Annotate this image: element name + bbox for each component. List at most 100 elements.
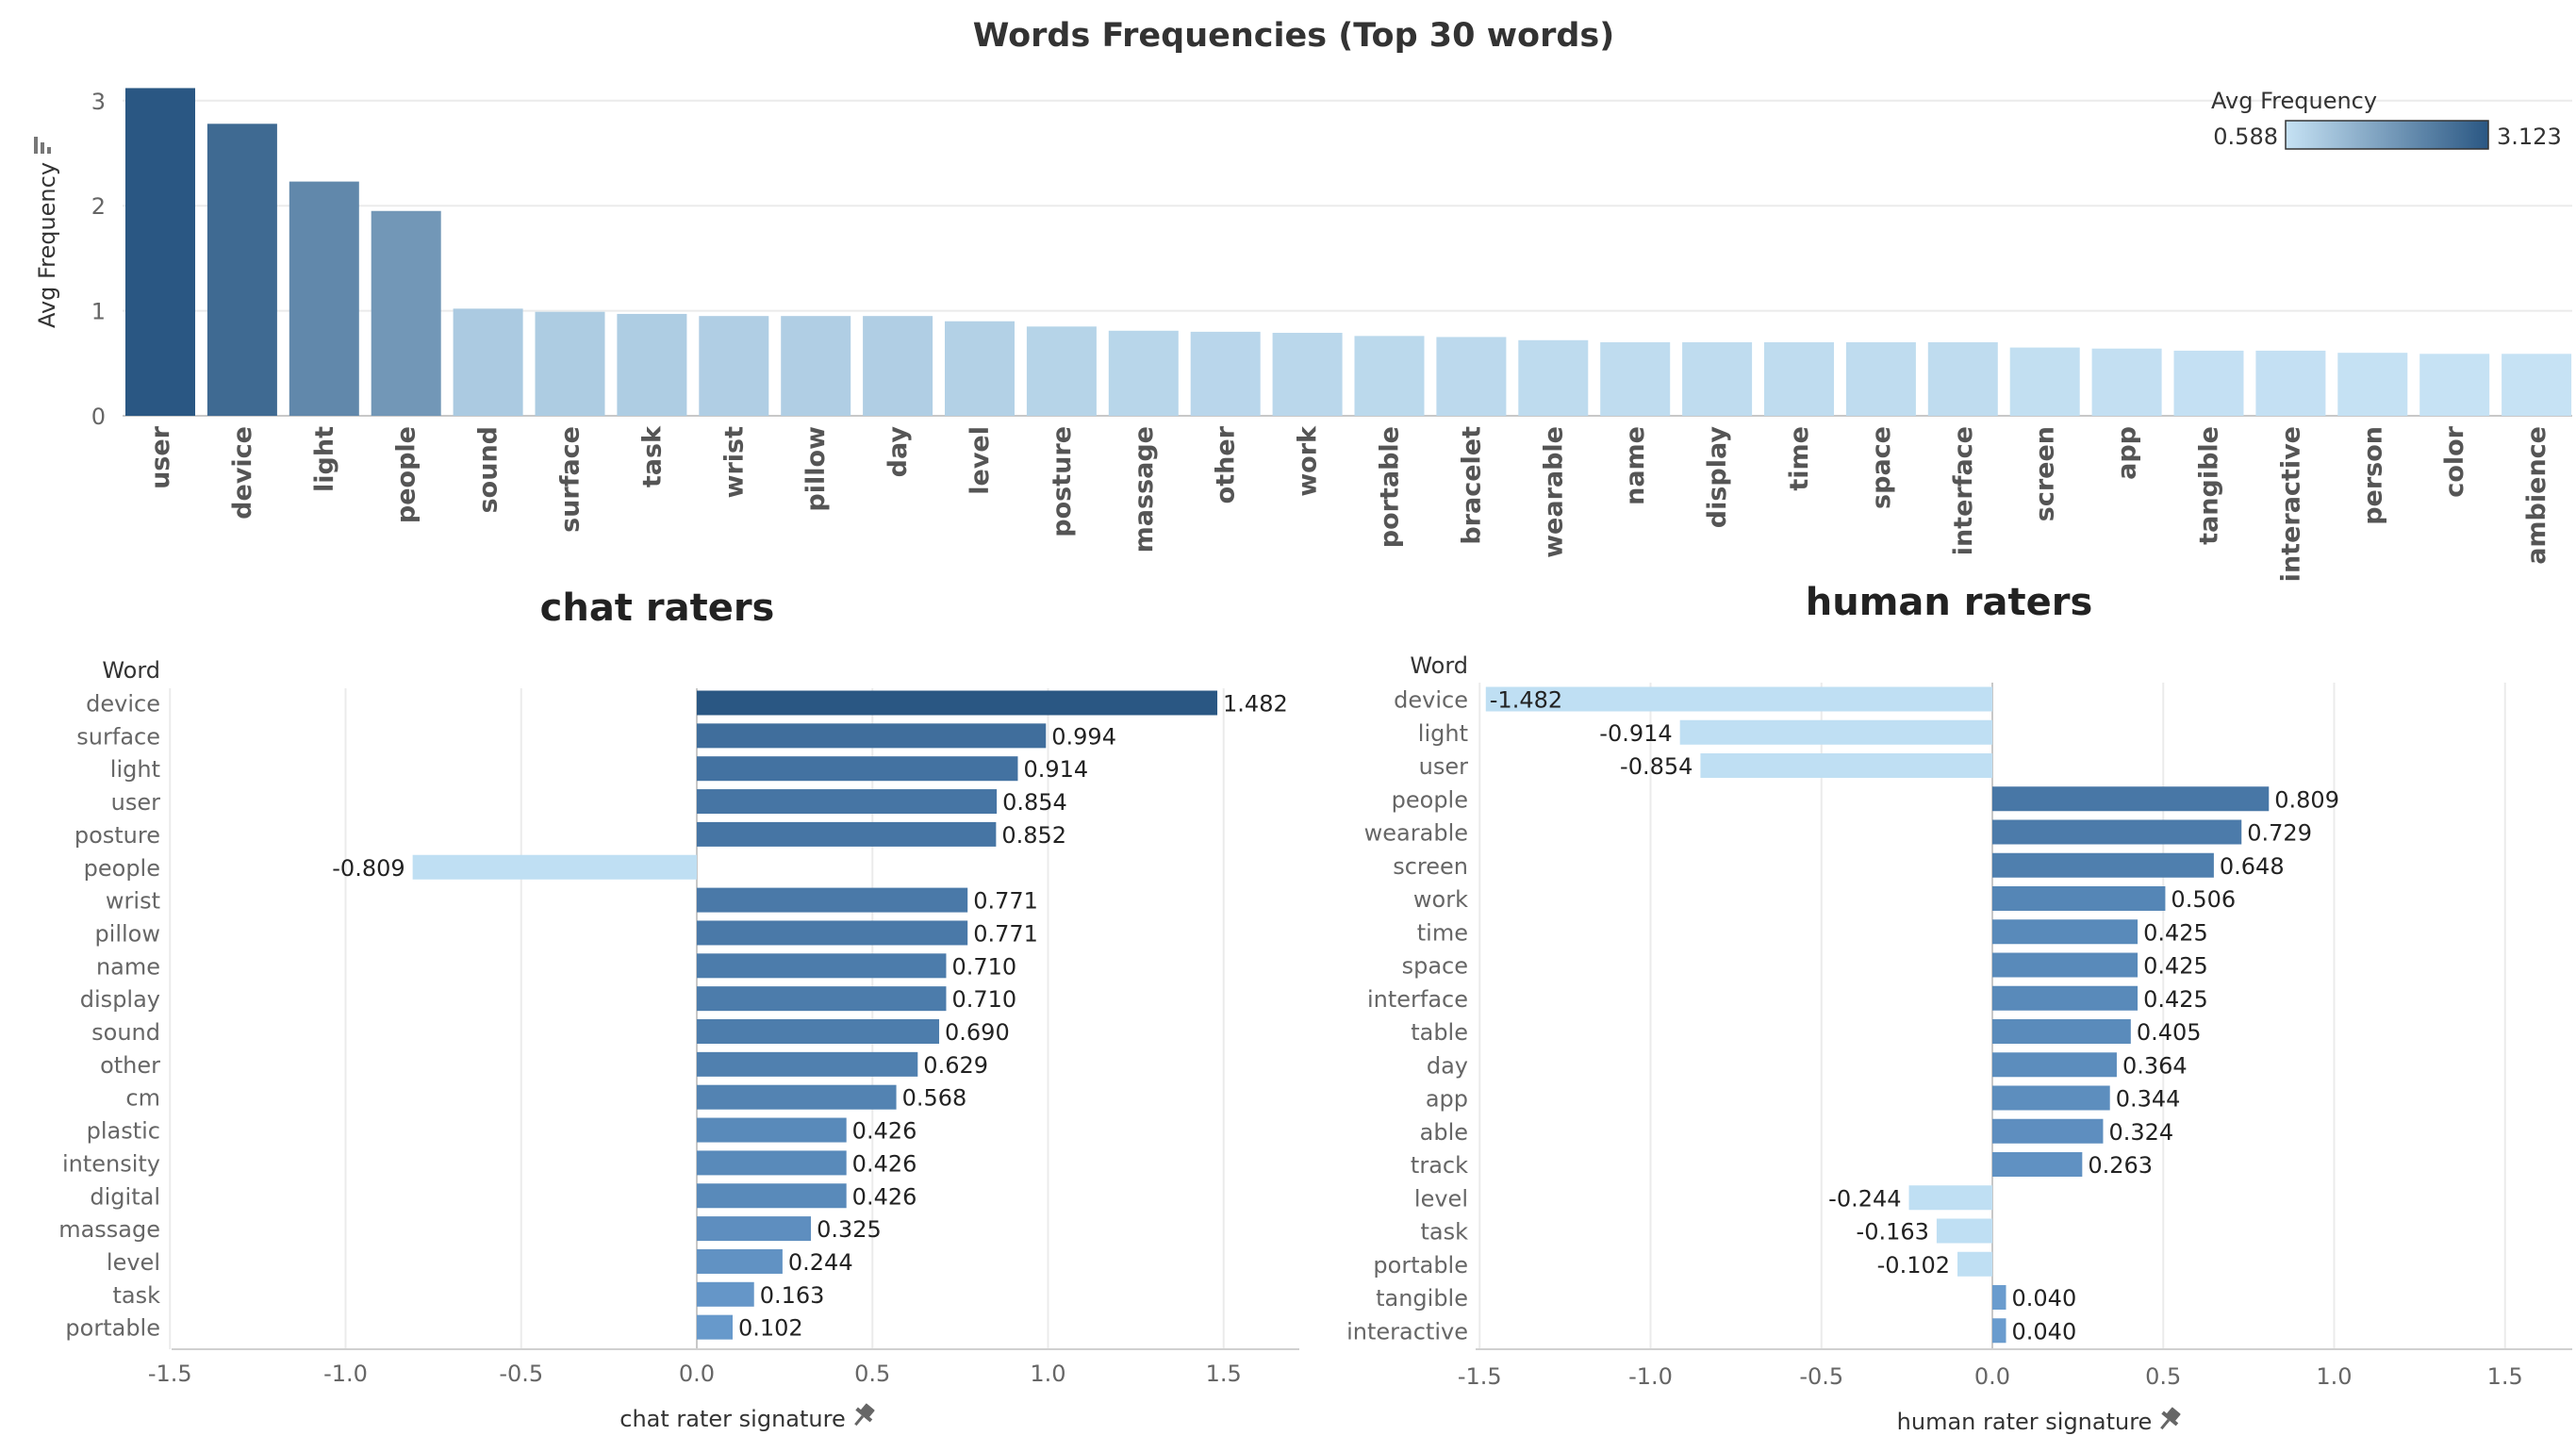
bar[interactable] bbox=[1992, 1318, 2006, 1344]
value-label: 0.426 bbox=[852, 1118, 917, 1145]
top-bar[interactable] bbox=[1518, 339, 1589, 416]
bar[interactable] bbox=[1992, 985, 2138, 1011]
top-bar[interactable] bbox=[2255, 350, 2326, 416]
bar[interactable] bbox=[697, 1281, 754, 1307]
bar[interactable] bbox=[697, 887, 968, 913]
bar[interactable] bbox=[697, 1216, 812, 1242]
bar[interactable] bbox=[1992, 952, 2138, 978]
top-bar[interactable] bbox=[2091, 348, 2162, 416]
bar[interactable] bbox=[1700, 753, 1992, 778]
top-bar[interactable] bbox=[1845, 342, 1916, 416]
word-label: portable bbox=[65, 1315, 160, 1342]
bar[interactable] bbox=[697, 789, 998, 815]
x-tick-label: -1.5 bbox=[148, 1361, 192, 1387]
bar[interactable] bbox=[697, 1314, 733, 1340]
bar[interactable] bbox=[697, 1150, 847, 1176]
top-bar[interactable] bbox=[2173, 350, 2244, 416]
value-label: -0.102 bbox=[1877, 1252, 1950, 1279]
bar[interactable] bbox=[1992, 919, 2138, 945]
top-bar[interactable] bbox=[781, 316, 851, 416]
bar[interactable] bbox=[1992, 1052, 2117, 1078]
top-bar[interactable] bbox=[863, 316, 933, 416]
value-label: 0.425 bbox=[2143, 953, 2208, 980]
word-label: app bbox=[1426, 1086, 1468, 1113]
top-bar[interactable] bbox=[125, 88, 195, 416]
value-label: 0.425 bbox=[2143, 919, 2208, 946]
top-bar[interactable] bbox=[453, 308, 523, 416]
value-label: 0.426 bbox=[852, 1183, 917, 1210]
top-x-label: tangible bbox=[2195, 426, 2224, 545]
bar[interactable] bbox=[697, 920, 968, 946]
bar[interactable] bbox=[1992, 1285, 2006, 1310]
top-bar[interactable] bbox=[206, 124, 277, 417]
top-chart-x-labels: user device light people sound surface task wri… bbox=[146, 425, 2551, 582]
bar[interactable] bbox=[1936, 1218, 1992, 1244]
word-label: work bbox=[1413, 886, 1468, 913]
bar[interactable] bbox=[1992, 852, 2214, 878]
value-label: 0.506 bbox=[2171, 886, 2236, 913]
bar[interactable] bbox=[697, 1248, 783, 1274]
bar[interactable] bbox=[697, 756, 1018, 782]
word-label: day bbox=[1427, 1052, 1468, 1079]
top-chart-bars bbox=[125, 88, 2572, 417]
bar[interactable] bbox=[697, 821, 997, 847]
bar[interactable] bbox=[1992, 1085, 2110, 1111]
word-label: light bbox=[1418, 720, 1468, 747]
top-bar[interactable] bbox=[1026, 326, 1097, 416]
bar[interactable] bbox=[1679, 719, 1992, 745]
word-label: device bbox=[86, 691, 160, 718]
top-bar[interactable] bbox=[1927, 342, 1998, 416]
top-bar[interactable] bbox=[371, 210, 441, 416]
top-bar[interactable] bbox=[1272, 332, 1343, 416]
top-bar[interactable] bbox=[2502, 354, 2572, 416]
bar[interactable] bbox=[1957, 1251, 1992, 1277]
bar[interactable] bbox=[1992, 786, 2270, 812]
top-bar[interactable] bbox=[1600, 342, 1671, 416]
bar[interactable] bbox=[1992, 886, 2166, 911]
value-label: -0.854 bbox=[1620, 753, 1693, 780]
x-tick-label: 0.0 bbox=[1974, 1363, 2010, 1390]
bar[interactable] bbox=[412, 854, 697, 880]
bar[interactable] bbox=[1908, 1185, 1992, 1211]
top-bar[interactable] bbox=[1108, 330, 1179, 416]
top-bar[interactable] bbox=[1354, 336, 1425, 416]
top-x-label: person bbox=[2358, 426, 2387, 525]
legend-title: Avg Frequency bbox=[2211, 88, 2377, 114]
bar[interactable] bbox=[1992, 1118, 2104, 1144]
word-label: device bbox=[1394, 687, 1468, 714]
bar[interactable] bbox=[697, 1019, 940, 1044]
value-label: 0.629 bbox=[923, 1052, 988, 1079]
bar[interactable] bbox=[697, 1117, 847, 1143]
value-label: 0.771 bbox=[973, 920, 1038, 947]
top-bar[interactable] bbox=[2009, 347, 2080, 416]
bar[interactable] bbox=[697, 1084, 897, 1110]
top-bar[interactable] bbox=[289, 181, 359, 416]
bar[interactable] bbox=[697, 723, 1047, 749]
top-bar[interactable] bbox=[945, 321, 1015, 416]
bar[interactable] bbox=[1992, 819, 2242, 845]
word-label: able bbox=[1420, 1119, 1468, 1146]
top-bar[interactable] bbox=[617, 313, 687, 416]
bar[interactable] bbox=[697, 1051, 918, 1077]
top-bar[interactable] bbox=[1682, 342, 1753, 416]
pin-icon[interactable] bbox=[2155, 1405, 2184, 1435]
word-label: wrist bbox=[106, 888, 160, 915]
bar[interactable] bbox=[697, 1183, 847, 1209]
value-label: 0.426 bbox=[852, 1150, 917, 1177]
top-bar[interactable] bbox=[2419, 354, 2490, 416]
top-bar[interactable] bbox=[1190, 331, 1261, 416]
top-bar[interactable] bbox=[1764, 342, 1834, 416]
bar[interactable] bbox=[1992, 1019, 2131, 1044]
top-bar[interactable] bbox=[1436, 337, 1507, 416]
top-bar[interactable] bbox=[2337, 353, 2408, 416]
top-bar[interactable] bbox=[535, 311, 605, 416]
bar[interactable] bbox=[697, 953, 947, 979]
bar[interactable] bbox=[697, 690, 1218, 716]
bar[interactable] bbox=[697, 986, 947, 1012]
top-bar[interactable] bbox=[699, 316, 769, 416]
sort-icon[interactable] bbox=[34, 137, 51, 154]
bar[interactable] bbox=[1992, 1152, 2083, 1177]
x-tick-label: 1.0 bbox=[1030, 1361, 1065, 1387]
bar[interactable] bbox=[1485, 686, 1992, 712]
pin-icon[interactable] bbox=[849, 1401, 878, 1431]
